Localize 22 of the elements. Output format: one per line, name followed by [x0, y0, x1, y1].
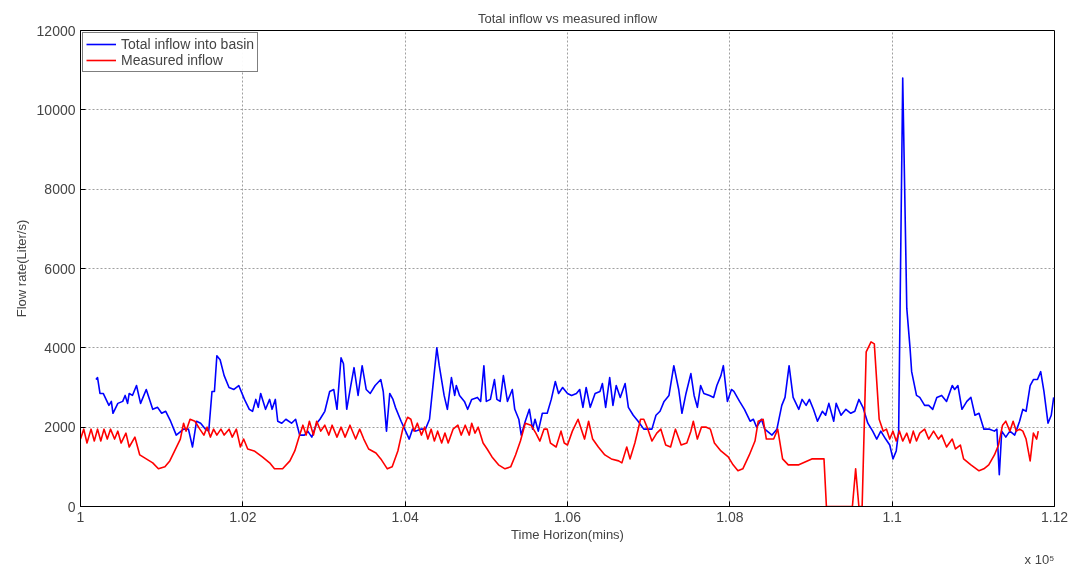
y-tick-label: 8000 [44, 181, 76, 198]
y-axis-title: Flow rate(Liter/s) [13, 219, 29, 318]
x-tick-label: 1.1 [882, 508, 903, 525]
line-series [80, 341, 1040, 507]
line-series [95, 77, 1055, 476]
y-tick-label: 10000 [36, 101, 76, 118]
x-tick-label: 1.02 [229, 508, 257, 525]
y-tick-label: 0 [67, 498, 76, 515]
text: x 10⁵ [1024, 551, 1055, 567]
x-tick-label: 1.08 [716, 508, 744, 525]
x-tick-label: 1.12 [1040, 508, 1069, 525]
x-axis-title: Time Horizon(mins) [511, 526, 624, 542]
x-tick-label: 1 [76, 508, 85, 525]
x-tick-label: 1.06 [553, 508, 582, 525]
legend-label: Total inflow into basin [121, 36, 255, 52]
y-tick-label: 12000 [36, 22, 76, 39]
y-tick-label: 4000 [44, 339, 76, 356]
chart-title: Total inflow vs measured inflow [477, 10, 658, 26]
y-tick-label: 6000 [44, 260, 76, 277]
legend-label: Measured inflow [121, 52, 223, 68]
y-tick-label: 2000 [44, 419, 76, 436]
x-tick-label: 1.04 [391, 508, 419, 525]
